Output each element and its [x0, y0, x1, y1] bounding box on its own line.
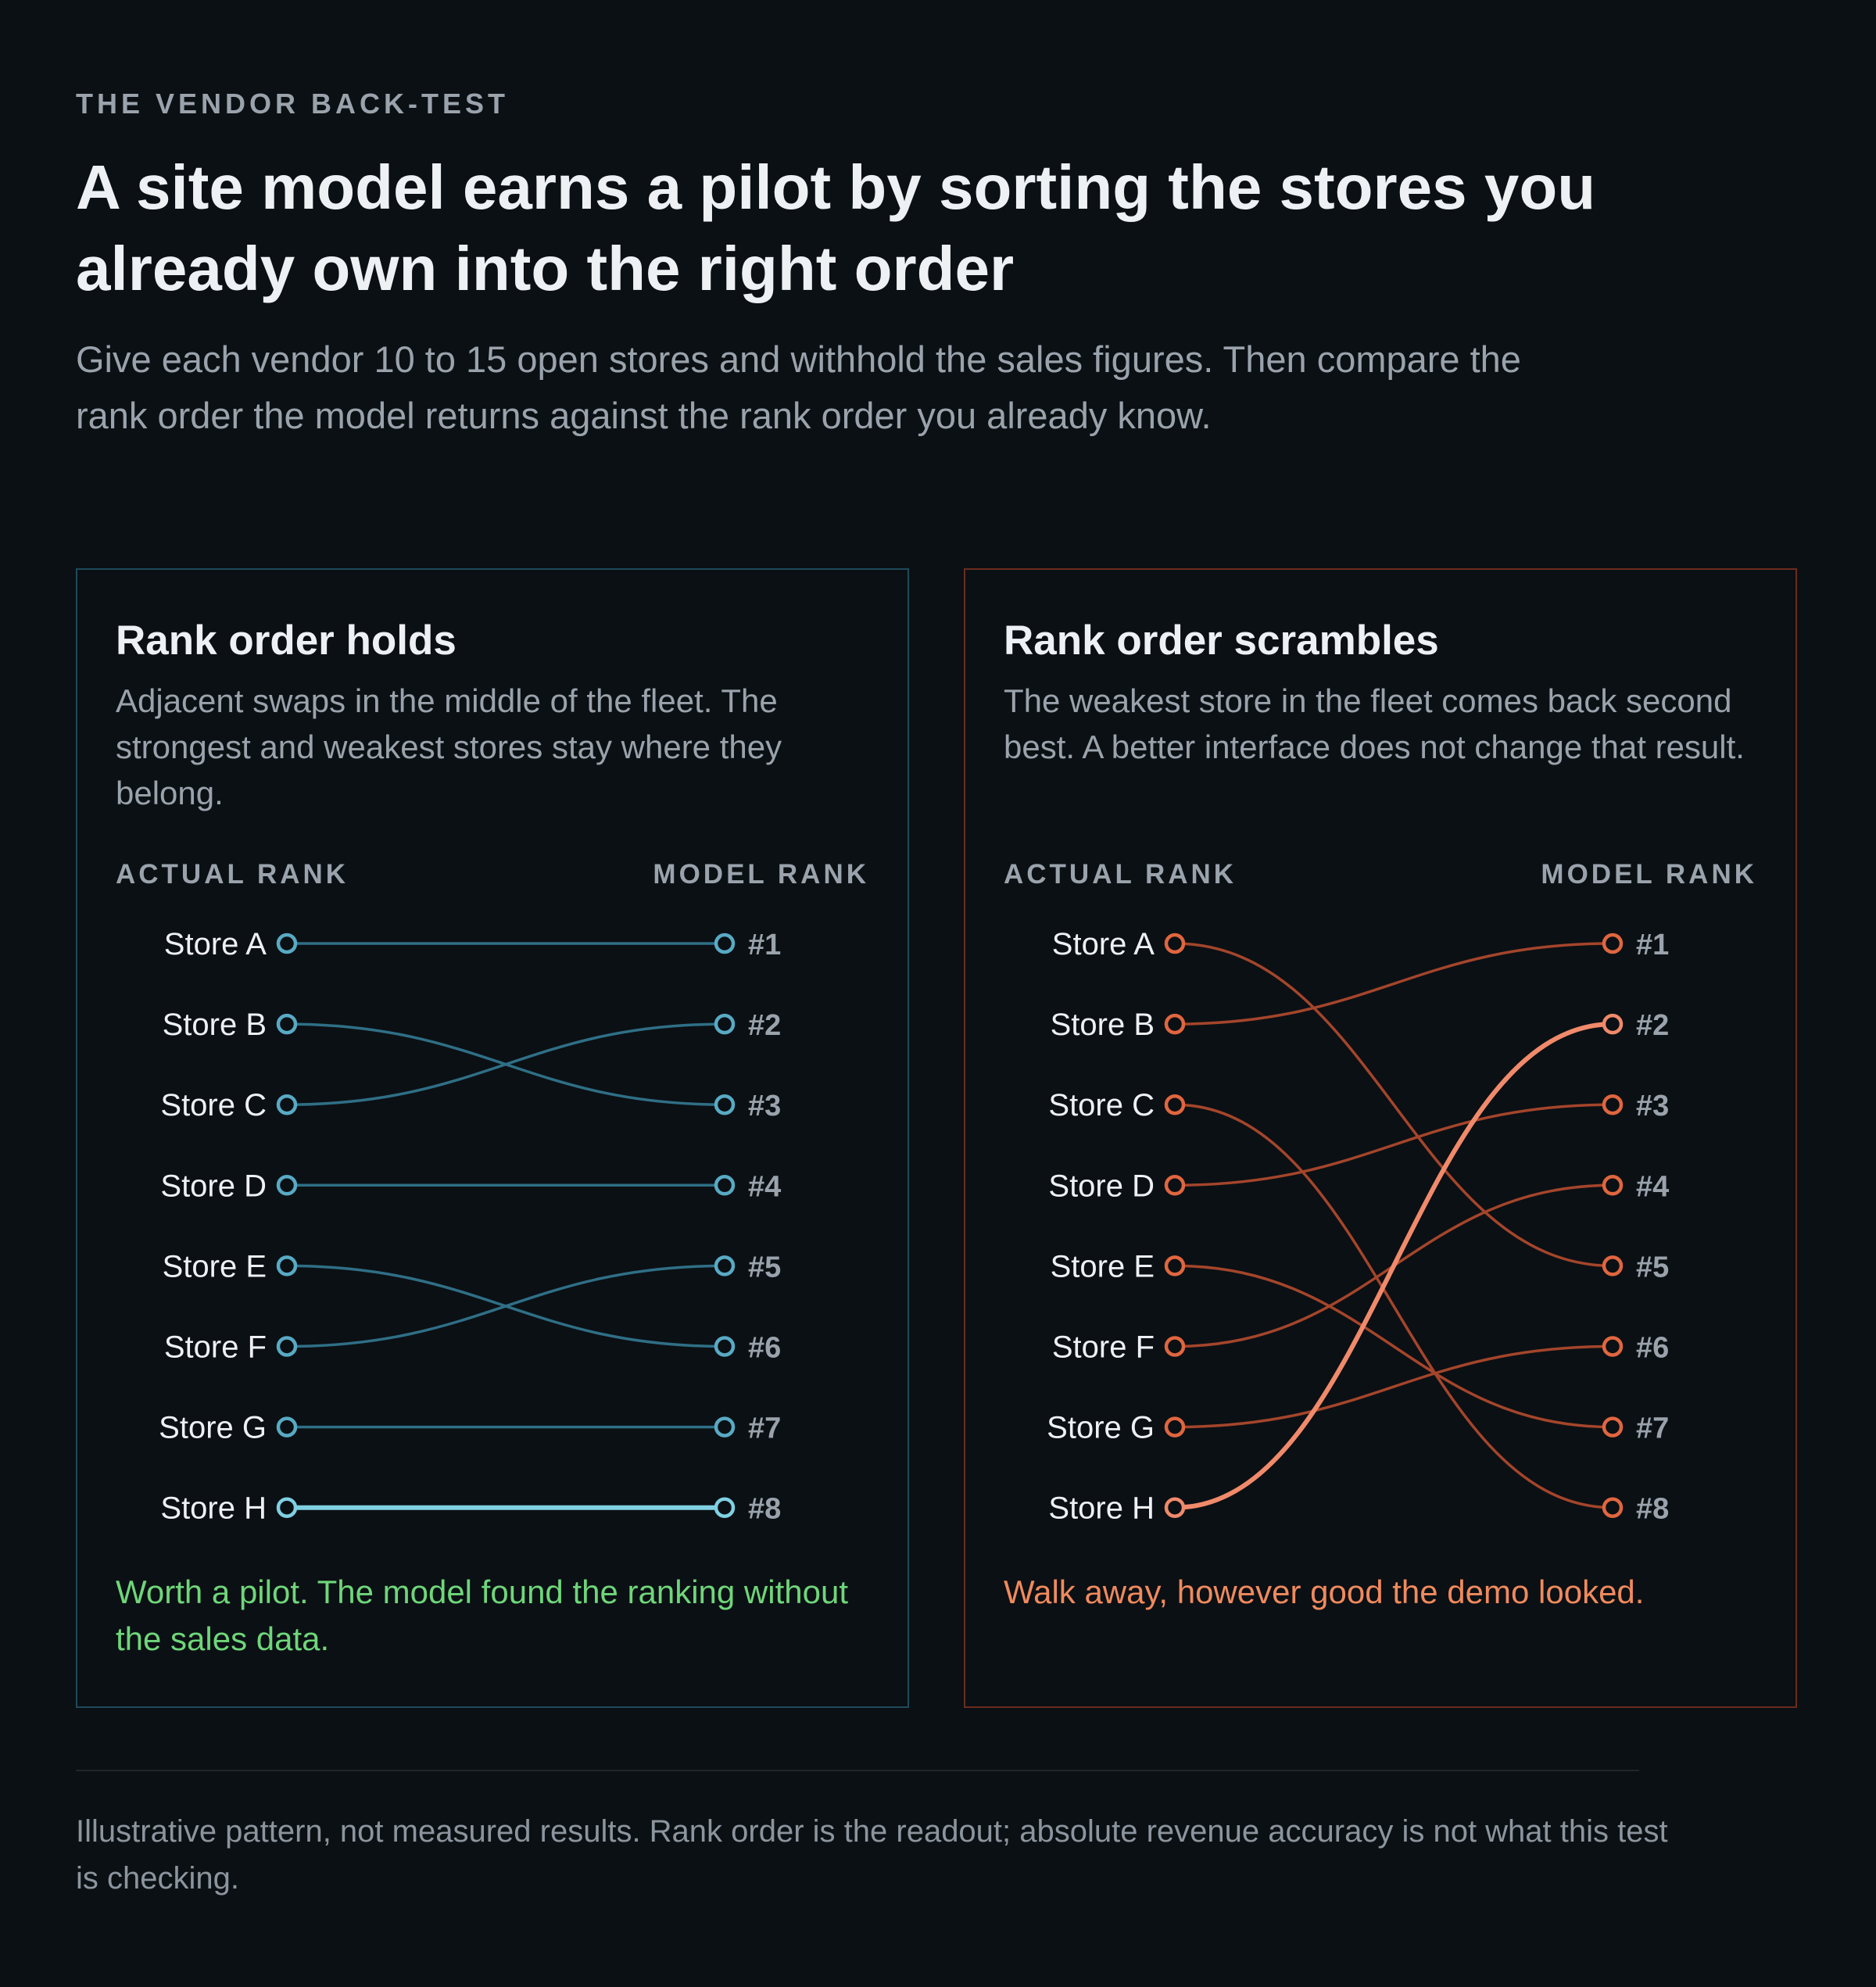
rank-dots	[1164, 933, 1624, 1518]
panel-description: The weakest store in the fleet comes bac…	[1004, 682, 1745, 765]
actual-dot	[276, 1094, 298, 1115]
store-label: Store C	[1048, 1088, 1155, 1122]
model-dot	[1602, 1497, 1624, 1518]
actual-dot	[276, 1336, 298, 1357]
actual-dot	[1164, 1094, 1186, 1115]
model-dot	[1602, 1013, 1624, 1035]
model-rank-header: MODEL RANK	[1541, 859, 1757, 890]
actual-dot	[1164, 1497, 1186, 1518]
panel-rank-holds: Rank order holds Adjacent swaps in the m…	[76, 568, 909, 1708]
actual-dot	[1164, 1175, 1186, 1196]
connector-store-g	[1173, 1344, 1614, 1429]
panel-rank-scrambles: Rank order scrambles The weakest store i…	[964, 568, 1797, 1708]
actual-dot	[276, 1416, 298, 1437]
model-rank-label: #7	[1636, 1412, 1669, 1445]
model-dot	[1602, 1175, 1624, 1196]
model-dot	[714, 1497, 736, 1518]
model-dot	[1602, 933, 1624, 954]
page-title: A site model earns a pilot by sorting th…	[76, 152, 1596, 303]
model-dot	[714, 1175, 736, 1196]
actual-dot	[1164, 1336, 1186, 1357]
store-label: Store F	[164, 1330, 267, 1365]
actual-dot	[1164, 933, 1186, 954]
store-label: Store G	[159, 1411, 267, 1445]
model-dot	[1602, 1336, 1624, 1357]
store-label: Store D	[160, 1169, 267, 1203]
model-rank-label: #3	[748, 1090, 781, 1122]
model-rank-label: #2	[748, 1009, 781, 1042]
store-label: Store E	[163, 1249, 267, 1283]
rank-dots	[276, 933, 736, 1518]
verdict-text: Walk away, however good the demo looked.	[1004, 1573, 1645, 1610]
verdict-text: Worth a pilot. The model found the ranki…	[116, 1573, 849, 1657]
model-rank-label: #3	[1636, 1090, 1669, 1122]
connector-store-a	[1173, 942, 1614, 1268]
store-label: Store E	[1051, 1249, 1155, 1283]
model-rank-header: MODEL RANK	[653, 859, 869, 890]
connector-store-c	[285, 1022, 726, 1106]
model-rank-label: #8	[1636, 1493, 1669, 1526]
store-label: Store H	[1048, 1491, 1155, 1526]
connector-store-c	[1173, 1103, 1614, 1509]
store-label: Store A	[1052, 927, 1155, 961]
store-label: Store H	[160, 1491, 267, 1526]
footnote: Illustrative pattern, not measured resul…	[76, 1814, 1668, 1896]
actual-rank-header: ACTUAL RANK	[116, 859, 349, 890]
model-rank-label: #6	[748, 1332, 781, 1365]
model-rank-label: #1	[748, 929, 781, 961]
slope-chart-holds: Store A Store B Store C Store D Store E Store…	[159, 927, 781, 1526]
model-rank-label: #1	[1636, 929, 1669, 961]
model-rank-label: #2	[1636, 1009, 1669, 1042]
model-dot	[714, 1336, 736, 1357]
model-rank-label: #8	[748, 1493, 781, 1526]
model-dot	[714, 933, 736, 954]
model-dot	[1602, 1255, 1624, 1276]
rank-labels: Store A Store B Store C Store D Store E Store…	[1047, 927, 1669, 1526]
panel-description: Adjacent swaps in the middle of the flee…	[116, 682, 782, 811]
model-rank-label: #6	[1636, 1332, 1669, 1365]
actual-dot	[276, 1175, 298, 1196]
actual-dot	[276, 933, 298, 954]
connector-lines	[1172, 942, 1615, 1510]
model-dot	[714, 1255, 736, 1276]
model-rank-label: #5	[1636, 1251, 1669, 1283]
eyebrow: THE VENDOR BACK-TEST	[76, 88, 510, 120]
connector-lines	[285, 942, 727, 1510]
model-dot	[714, 1094, 736, 1115]
store-label: Store A	[164, 927, 267, 961]
connector-store-d	[1173, 1103, 1614, 1187]
actual-dot	[276, 1255, 298, 1276]
model-dot	[714, 1013, 736, 1035]
store-label: Store D	[1048, 1169, 1155, 1203]
store-label: Store B	[1051, 1008, 1155, 1042]
model-dot	[714, 1416, 736, 1437]
panel-title: Rank order scrambles	[1004, 618, 1439, 664]
actual-dot	[1164, 1416, 1186, 1437]
store-label: Store C	[160, 1088, 267, 1122]
rank-labels: Store A Store B Store C Store D Store E Store…	[159, 927, 781, 1526]
store-label: Store B	[163, 1008, 267, 1042]
model-rank-label: #4	[1636, 1170, 1669, 1203]
model-rank-label: #7	[748, 1412, 781, 1445]
actual-dot	[276, 1013, 298, 1035]
actual-rank-header: ACTUAL RANK	[1004, 859, 1237, 890]
actual-dot	[1164, 1255, 1186, 1276]
divider	[76, 1770, 1639, 1771]
connector-store-h	[1172, 1022, 1615, 1510]
intro-text: Give each vendor 10 to 15 open stores an…	[76, 338, 1521, 436]
connector-store-e	[1173, 1264, 1614, 1429]
actual-dot	[276, 1497, 298, 1518]
connector-store-f	[285, 1264, 726, 1348]
model-dot	[1602, 1094, 1624, 1115]
model-dot	[1602, 1416, 1624, 1437]
actual-dot	[1164, 1013, 1186, 1035]
model-rank-label: #5	[748, 1251, 781, 1283]
connector-store-b	[1173, 942, 1614, 1026]
model-rank-label: #4	[748, 1170, 781, 1203]
slope-chart-scrambles: Store A Store B Store C Store D Store E Store…	[1047, 927, 1669, 1526]
store-label: Store G	[1047, 1411, 1155, 1445]
store-label: Store F	[1052, 1330, 1155, 1365]
panel-title: Rank order holds	[116, 618, 456, 664]
